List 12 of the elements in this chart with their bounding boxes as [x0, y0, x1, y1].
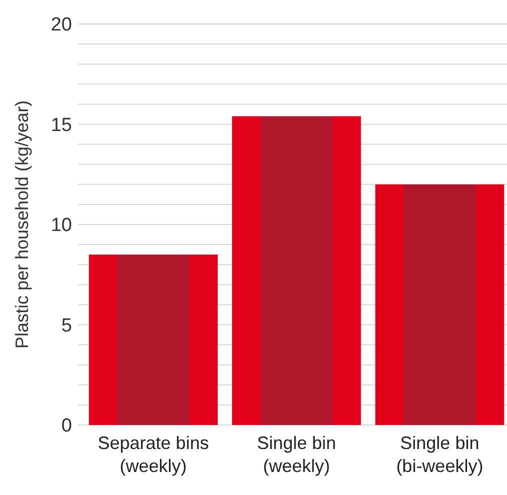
- bar: [88, 254, 218, 425]
- bar: [375, 184, 504, 425]
- x-tick-label: Single bin (weekly): [256, 433, 336, 476]
- y-tick-label: 10: [50, 215, 72, 236]
- y-tick-label: 15: [50, 114, 72, 136]
- x-tick-label: Separate bins (weekly): [98, 433, 209, 476]
- x-tick-label: Single bin (bi-weekly): [396, 433, 484, 476]
- y-tick-label: 5: [61, 315, 72, 336]
- y-tick-label: 20: [50, 14, 72, 36]
- bar: [232, 116, 361, 425]
- y-tick-label: 0: [61, 416, 72, 437]
- y-axis-title: Plastic per household (kg/year): [12, 100, 32, 349]
